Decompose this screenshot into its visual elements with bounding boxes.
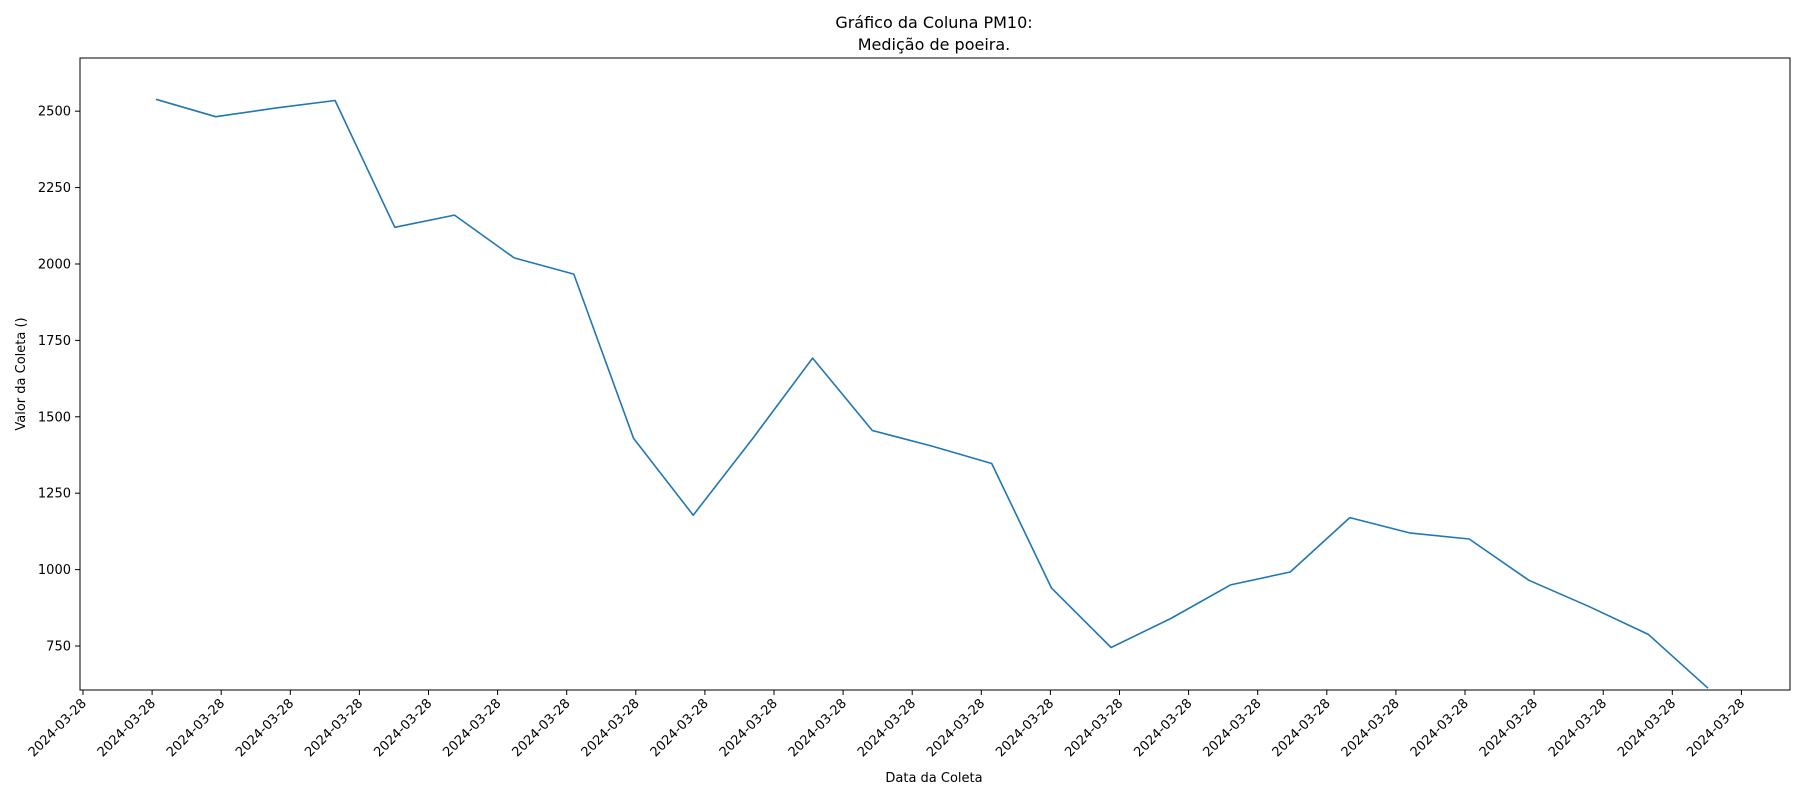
y-tick-label: 1750 bbox=[38, 334, 71, 349]
y-tick-label: 750 bbox=[46, 639, 71, 654]
y-tick-label: 1250 bbox=[38, 487, 71, 502]
y-tick-label: 1000 bbox=[38, 563, 71, 578]
y-tick-label: 2000 bbox=[38, 257, 71, 272]
plot-frame bbox=[79, 57, 1791, 691]
chart-title-line-1: Gráfico da Coluna PM10: bbox=[835, 13, 1032, 32]
x-axis-label: Data da Coleta bbox=[885, 771, 982, 786]
y-tick-label: 1500 bbox=[38, 410, 71, 425]
y-tick-label: 2250 bbox=[38, 181, 71, 196]
y-tick-label: 2500 bbox=[38, 105, 71, 120]
chart-title-line-2: Medição de poeira. bbox=[858, 35, 1011, 54]
y-axis-label: Valor da Coleta () bbox=[14, 317, 29, 430]
series-line bbox=[155, 98, 1709, 689]
